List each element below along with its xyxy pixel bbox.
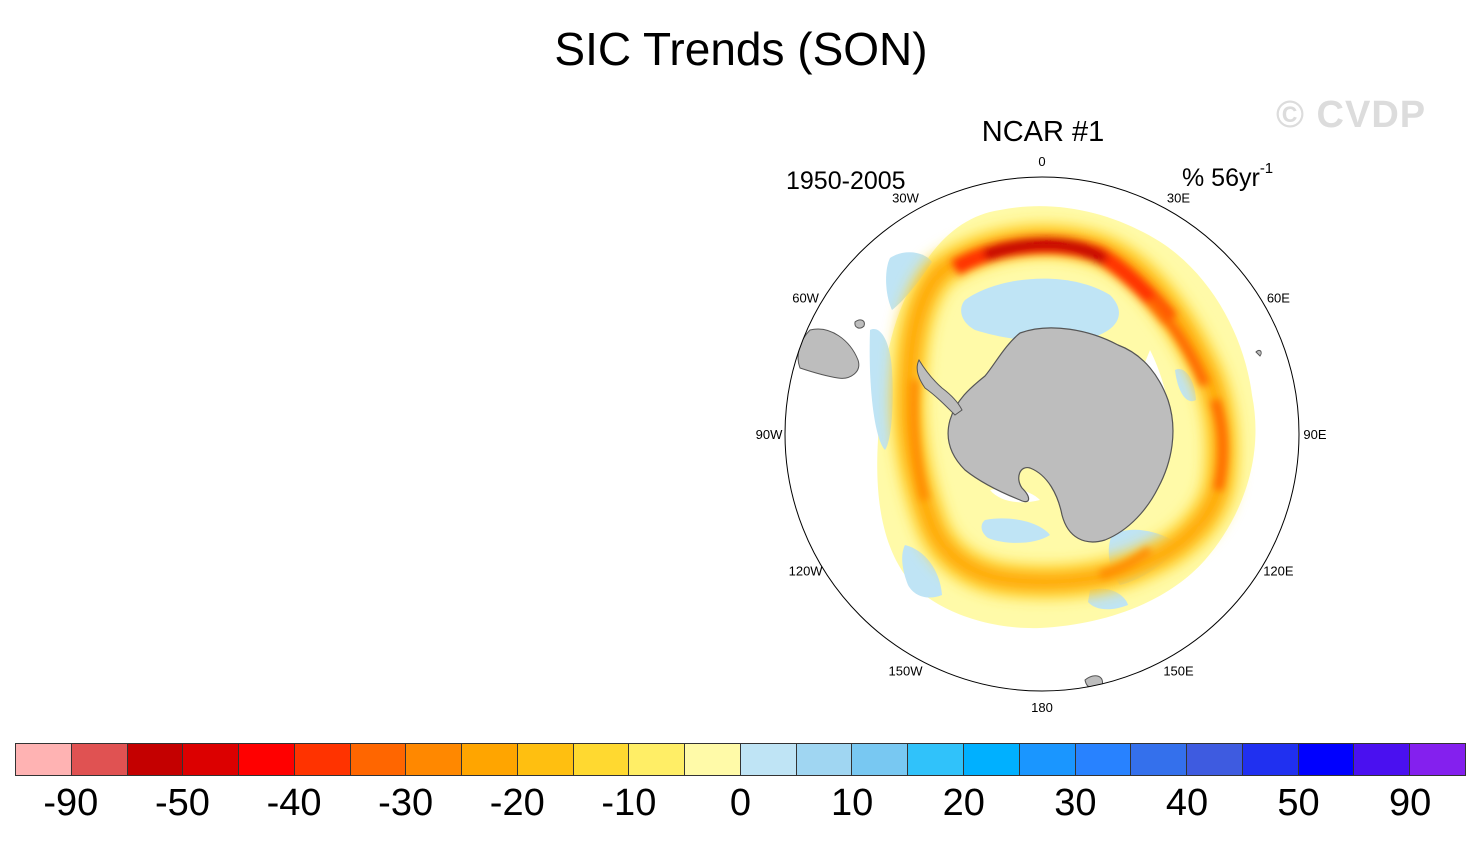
colorbar-label: -30: [378, 782, 434, 824]
colorbar-cell: [1354, 744, 1411, 775]
colorbar-cell: [740, 744, 797, 775]
colorbar-label: 50: [1277, 782, 1320, 824]
colorbar-cell: [16, 744, 72, 775]
kerguelen-island: [1255, 349, 1262, 357]
colorbar-cell: [908, 744, 965, 775]
colorbar-cell: [685, 744, 741, 775]
colorbar-label: -40: [266, 782, 322, 824]
colorbar-label: 30: [1054, 782, 1097, 824]
colorbar: [15, 743, 1466, 776]
map-boundary: [784, 176, 1300, 692]
colorbar-cell: [796, 744, 853, 775]
longitude-label: 120E: [1263, 564, 1294, 579]
colorbar-label: -50: [154, 782, 210, 824]
colorbar-cell: [517, 744, 574, 775]
units-base: % 56yr: [1182, 164, 1260, 192]
colorbar-cell: [1410, 744, 1465, 775]
units-label: % 56yr-1: [1182, 160, 1273, 193]
longitude-label: 150E: [1163, 663, 1194, 678]
longitude-label: 90W: [756, 427, 783, 442]
colorbar-cell: [183, 744, 240, 775]
colorbar-label: -20: [489, 782, 545, 824]
longitude-label: 150W: [889, 663, 924, 678]
colorbar-label: -10: [601, 782, 657, 824]
period-label: 1950-2005: [786, 167, 906, 195]
colorbar-cell: [1242, 744, 1299, 775]
colorbar-cell: [1075, 744, 1132, 775]
longitude-label: 30E: [1167, 191, 1190, 206]
longitude-label: 60W: [792, 291, 819, 306]
colorbar-cell: [573, 744, 630, 775]
colorbar-label: 10: [830, 782, 874, 824]
colorbar-cell: [1298, 744, 1355, 775]
cvdp-watermark: © CVDP: [1276, 94, 1427, 136]
sea-ice-field: [797, 206, 1262, 689]
colorbar-cell: [1131, 744, 1188, 775]
falkland-islands: [854, 319, 865, 329]
colorbar-cell: [406, 744, 463, 775]
colorbar-cell: [71, 744, 128, 775]
panel-title: NCAR #1: [981, 116, 1105, 148]
colorbar-cell: [629, 744, 686, 775]
colorbar-label: 40: [1165, 782, 1209, 824]
colorbar-label: 0: [729, 782, 752, 824]
colorbar-label: 20: [942, 782, 985, 824]
colorbar-cell: [239, 744, 295, 775]
antarctica-landmass: [947, 327, 1174, 543]
colorbar-cell: [350, 744, 407, 775]
units-exponent: -1: [1259, 160, 1274, 177]
longitude-label: 90E: [1303, 427, 1326, 442]
longitude-tick-labels: 0 30E 60E 90E 120E 150E 180 150W 120W 90W 60W 30W: [756, 154, 1327, 715]
colorbar-cell: [127, 744, 184, 775]
longitude-label: 120W: [789, 564, 824, 579]
longitude-label: 180: [1031, 700, 1053, 715]
longitude-label: 0: [1038, 154, 1045, 169]
antarctic-peninsula: [916, 358, 963, 416]
longitude-label: 30W: [892, 191, 919, 206]
colorbar-cell: [1019, 744, 1076, 775]
colorbar-cell: [462, 744, 518, 775]
colorbar-label: 90: [1389, 782, 1432, 824]
colorbar-cell: [964, 744, 1020, 775]
figure-title: SIC Trends (SON): [554, 23, 928, 75]
south-america-landmass: [797, 328, 860, 379]
colorbar-cell: [1187, 744, 1243, 775]
colorbar-cell: [294, 744, 351, 775]
colorbar-label: -90: [43, 782, 99, 824]
longitude-label: 60E: [1267, 291, 1290, 306]
trend-ring-core: [909, 237, 1228, 579]
colorbar-cell: [852, 744, 909, 775]
